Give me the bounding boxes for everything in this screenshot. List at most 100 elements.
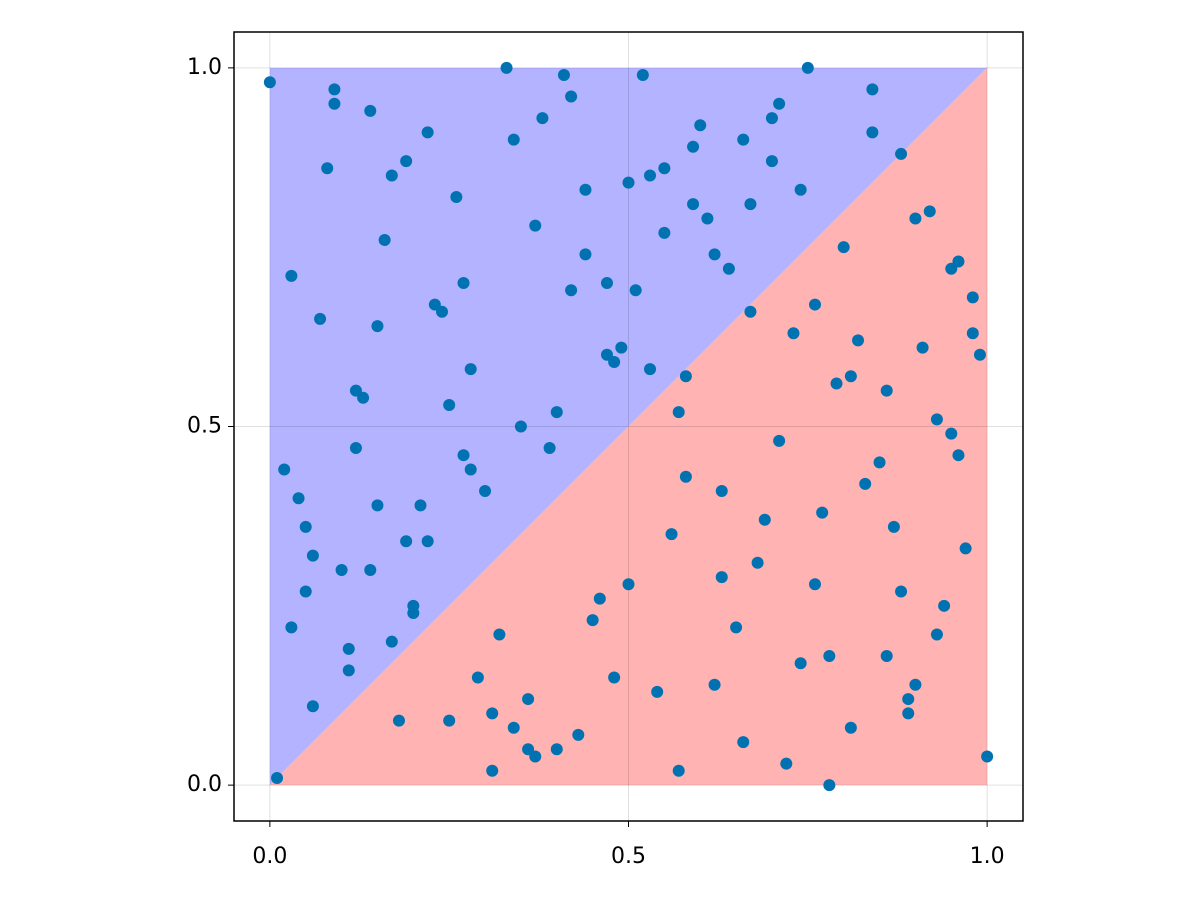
- point: [364, 104, 377, 117]
- point: [880, 650, 893, 663]
- point: [299, 585, 312, 598]
- point: [306, 549, 319, 562]
- y-tick-label: 1.0: [187, 55, 222, 80]
- point: [644, 169, 657, 182]
- point: [321, 162, 334, 175]
- point: [945, 262, 958, 275]
- point: [887, 520, 900, 533]
- point: [529, 750, 542, 763]
- point: [744, 305, 757, 318]
- point: [672, 406, 685, 419]
- point: [938, 599, 951, 612]
- point: [715, 485, 728, 498]
- point: [500, 61, 513, 74]
- point: [758, 513, 771, 526]
- point: [930, 413, 943, 426]
- points: [263, 61, 994, 792]
- point: [421, 126, 434, 139]
- point: [895, 585, 908, 598]
- point: [959, 542, 972, 555]
- point: [665, 528, 678, 541]
- y-tick-label: 0.0: [187, 772, 222, 797]
- point: [787, 327, 800, 340]
- point: [557, 69, 570, 82]
- point: [342, 664, 355, 677]
- point: [436, 305, 449, 318]
- point: [866, 126, 879, 139]
- point: [651, 685, 664, 698]
- point: [981, 750, 994, 763]
- point: [945, 427, 958, 440]
- x-tick-label: 0.5: [611, 844, 646, 869]
- point: [859, 477, 872, 490]
- point: [751, 556, 764, 569]
- point: [808, 578, 821, 591]
- point: [271, 771, 284, 784]
- point: [765, 112, 778, 125]
- point: [880, 384, 893, 397]
- point: [923, 205, 936, 218]
- point: [385, 169, 398, 182]
- point: [823, 779, 836, 792]
- grid: [234, 32, 1023, 821]
- point: [644, 363, 657, 376]
- point: [966, 291, 979, 304]
- point: [808, 298, 821, 311]
- point: [349, 442, 362, 455]
- point: [629, 284, 642, 297]
- point: [658, 226, 671, 239]
- point: [794, 183, 807, 196]
- point: [909, 678, 922, 691]
- point: [392, 714, 405, 727]
- point: [687, 140, 700, 153]
- point: [902, 707, 915, 720]
- point: [608, 671, 621, 684]
- point: [615, 341, 628, 354]
- point: [600, 277, 613, 290]
- x-tick-label: 0.0: [252, 844, 287, 869]
- point: [378, 234, 391, 247]
- point: [916, 341, 929, 354]
- point: [457, 449, 470, 462]
- point: [773, 434, 786, 447]
- point: [536, 112, 549, 125]
- point: [794, 657, 807, 670]
- point: [816, 506, 829, 519]
- point: [299, 520, 312, 533]
- point: [421, 535, 434, 548]
- point: [464, 463, 477, 476]
- point: [306, 700, 319, 713]
- point: [852, 334, 865, 347]
- point: [400, 155, 413, 168]
- point: [773, 97, 786, 110]
- point: [371, 320, 384, 333]
- point: [844, 370, 857, 383]
- point: [385, 635, 398, 648]
- point: [400, 535, 413, 548]
- point: [457, 277, 470, 290]
- point: [744, 198, 757, 211]
- point: [708, 248, 721, 261]
- point: [622, 176, 635, 189]
- point: [364, 563, 377, 576]
- y-tick-label: 0.5: [187, 414, 222, 439]
- point: [486, 764, 499, 777]
- point: [930, 628, 943, 641]
- point: [579, 248, 592, 261]
- point: [479, 485, 492, 498]
- point: [687, 198, 700, 211]
- point: [658, 162, 671, 175]
- point: [285, 621, 298, 634]
- point: [572, 728, 585, 741]
- point: [737, 736, 750, 749]
- point: [830, 377, 843, 390]
- point: [737, 133, 750, 146]
- point: [529, 219, 542, 232]
- point: [765, 155, 778, 168]
- point: [636, 69, 649, 82]
- point: [823, 650, 836, 663]
- point: [801, 61, 814, 74]
- point: [579, 183, 592, 196]
- point: [464, 363, 477, 376]
